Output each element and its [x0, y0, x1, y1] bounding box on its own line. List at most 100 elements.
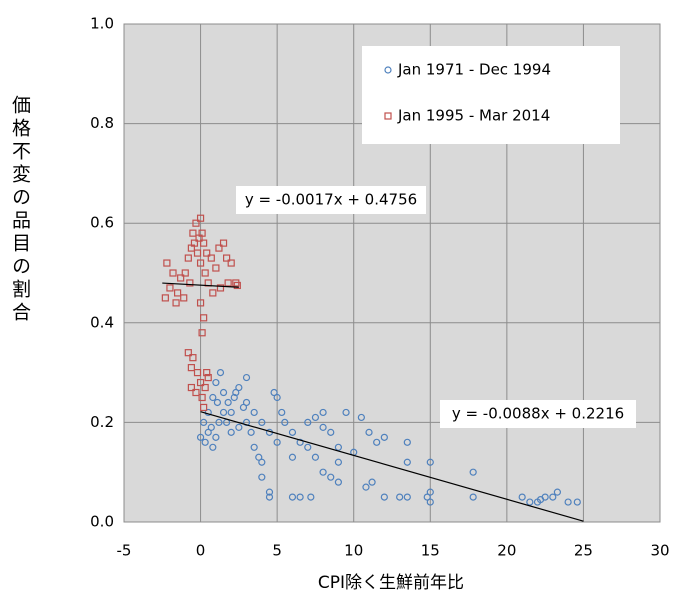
point	[203, 369, 211, 377]
point	[242, 373, 251, 382]
equation-box	[236, 186, 426, 214]
point	[426, 458, 434, 466]
point	[180, 294, 188, 302]
point	[216, 284, 225, 292]
point	[204, 373, 212, 382]
point	[196, 299, 205, 307]
point	[304, 443, 312, 451]
point	[536, 495, 545, 504]
x-axis-title: CPI除く生鮮前年比	[318, 573, 464, 593]
point	[209, 443, 217, 451]
point	[193, 249, 202, 257]
point	[319, 408, 327, 417]
point	[213, 398, 222, 407]
point	[196, 214, 205, 222]
point	[423, 493, 431, 501]
point	[219, 408, 228, 417]
point	[342, 408, 350, 417]
point	[255, 453, 263, 461]
point	[373, 438, 381, 446]
point	[426, 488, 434, 496]
point	[518, 493, 526, 501]
point	[296, 493, 304, 501]
point	[573, 498, 581, 506]
point	[201, 438, 209, 446]
point	[426, 498, 434, 506]
point	[288, 453, 297, 461]
point	[200, 314, 208, 322]
point	[311, 413, 320, 422]
point	[334, 478, 342, 486]
point	[230, 393, 238, 402]
y-axis-title: 価格不変の品目の割合	[9, 95, 31, 325]
point	[258, 418, 266, 426]
point	[212, 433, 220, 441]
point	[196, 378, 205, 387]
x-tick-label: 5	[272, 542, 282, 560]
point	[553, 488, 561, 496]
point	[192, 388, 200, 397]
point	[235, 383, 243, 392]
point	[227, 259, 235, 267]
point	[235, 423, 243, 431]
point	[469, 493, 477, 501]
point	[189, 354, 197, 362]
point	[223, 254, 231, 262]
point	[203, 249, 211, 257]
point	[242, 398, 251, 407]
point	[189, 229, 197, 237]
equation: y = -0.0088x + 0.2216	[452, 405, 624, 423]
x-tick-label: 20	[497, 542, 516, 560]
point	[209, 393, 217, 402]
point	[304, 418, 312, 426]
point	[195, 234, 203, 242]
point	[549, 493, 557, 501]
point	[265, 493, 274, 501]
point	[224, 279, 232, 287]
point	[161, 294, 169, 302]
point	[334, 458, 342, 466]
y-tick-label: 0.2	[90, 413, 114, 431]
point	[403, 458, 411, 466]
x-tick-label: 25	[574, 542, 593, 560]
point	[209, 289, 217, 297]
x-tick-label: 0	[196, 542, 206, 560]
point	[204, 428, 212, 436]
point	[396, 493, 404, 501]
y-tick-label: 0.4	[90, 313, 114, 331]
point	[288, 428, 297, 436]
point	[403, 438, 411, 446]
point	[169, 269, 177, 277]
point	[327, 428, 335, 436]
point	[319, 423, 327, 431]
point	[193, 369, 202, 377]
point	[265, 488, 274, 496]
legend-marker	[384, 66, 392, 74]
trendline	[200, 411, 584, 522]
point	[196, 259, 205, 267]
point	[192, 219, 200, 227]
point	[227, 408, 235, 417]
point	[327, 473, 335, 481]
point	[224, 398, 232, 407]
point	[201, 383, 209, 392]
point	[250, 443, 258, 451]
point	[219, 388, 228, 397]
y-tick-label: 1.0	[90, 15, 114, 33]
point	[216, 369, 225, 377]
y-tick-label: 0.0	[90, 513, 114, 531]
legend-label: Jan 1971 - Dec 1994	[397, 61, 551, 79]
point	[362, 483, 370, 491]
point	[184, 349, 192, 357]
point	[198, 329, 206, 337]
x-tick-label: 15	[421, 542, 440, 560]
point	[190, 239, 199, 247]
equation-box	[440, 400, 636, 428]
point	[232, 388, 240, 397]
point	[200, 239, 208, 247]
point	[219, 239, 228, 247]
point	[258, 473, 266, 481]
point	[200, 403, 208, 412]
point	[365, 428, 373, 436]
